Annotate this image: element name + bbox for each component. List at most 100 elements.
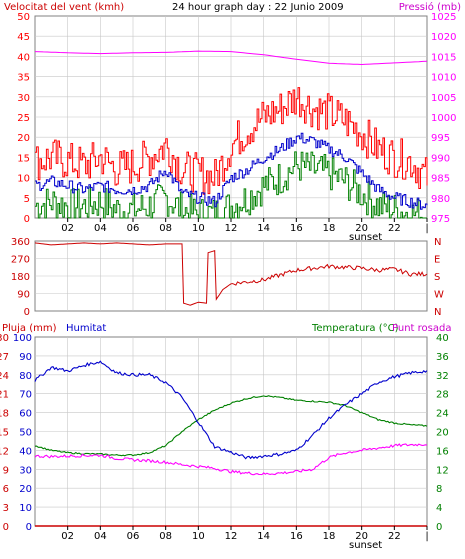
y-tick-label: 60 [19, 409, 32, 420]
y-tick-label: 36 [436, 352, 449, 363]
humidity-panel: 036912151821242730 010203040506070809010… [0, 333, 449, 542]
x-tick-label: 22 [388, 531, 401, 542]
y-tick-label: 975 [431, 214, 450, 225]
y-tick-label: 9 [3, 465, 9, 476]
y-tick-label: 40 [436, 333, 449, 344]
y-tick-label: 45 [17, 32, 30, 43]
x-tick-label: | [425, 223, 428, 234]
wind-axis-title: Velocitat del vent (kmh) [4, 2, 124, 13]
y-tick-label: 15 [0, 428, 9, 439]
y-tick-label: 990 [431, 153, 450, 164]
x-tick-label: 06 [127, 223, 140, 234]
x-tick-label: 12 [225, 223, 238, 234]
y-tick-label: S [434, 272, 440, 283]
y-tick-label: 360 [11, 237, 30, 248]
y-tick-label: 1010 [431, 73, 456, 84]
x-tick-label: 10 [192, 531, 205, 542]
x-tick-label: 16 [290, 223, 303, 234]
rain-axis: 0 3 6 9 12 15 18 21 24 27 30 [0, 333, 9, 533]
sunset-label-bottom: sunset [349, 540, 382, 551]
y-tick-label: 0 [24, 307, 30, 318]
y-tick-label: 10 [17, 174, 30, 185]
y-tick-label: 0 [436, 522, 442, 533]
y-tick-label: 20 [19, 484, 32, 495]
y-tick-label: 1015 [431, 52, 456, 63]
x-tick-label: | [425, 531, 428, 542]
y-tick-label: 180 [11, 272, 30, 283]
y-tick-label: 3 [3, 503, 9, 514]
y-tick-label: 30 [0, 333, 9, 344]
graph-title: 24 hour graph day : 22 Junio 2009 [172, 2, 344, 13]
y-tick-label: 24 [436, 409, 449, 420]
x-tick-label: 20 [355, 223, 368, 234]
y-tick-label: 20 [436, 428, 449, 439]
y-tick-label: 6 [3, 484, 9, 495]
y-tick-label: 0 [3, 522, 9, 533]
y-tick-label: 16 [436, 446, 449, 457]
x-tick-label: 14 [257, 223, 270, 234]
x-tick-label: 18 [323, 223, 336, 234]
temperature-axis-title: Temperatura (°C) [311, 323, 399, 334]
y-tick-label: 20 [17, 133, 30, 144]
x-tick-label: 16 [290, 531, 303, 542]
x-tick-label: 02 [61, 223, 74, 234]
x-tick-label: 20 [355, 531, 368, 542]
direction-lines [34, 242, 428, 306]
y-tick-label: 10 [19, 503, 32, 514]
y-tick-label: 24 [0, 371, 9, 382]
x-tick-label: 04 [94, 223, 107, 234]
wind-gust-line [35, 87, 428, 195]
y-tick-label: 27 [0, 352, 9, 363]
x-tick-label: 06 [127, 531, 140, 542]
y-tick-label: E [434, 255, 440, 266]
y-tick-label: 70 [19, 390, 32, 401]
temperature-line [34, 395, 428, 457]
x-tick-label: 18 [323, 531, 336, 542]
y-tick-label: 995 [431, 133, 450, 144]
y-tick-label: 21 [0, 390, 9, 401]
y-tick-label: 4 [436, 503, 442, 514]
y-tick-label: 100 [13, 333, 32, 344]
direction-grid [35, 241, 427, 311]
humidity-line [34, 360, 428, 460]
y-tick-label: 270 [11, 255, 30, 266]
y-tick-label: N [434, 307, 441, 318]
y-tick-label: 1025 [431, 12, 456, 23]
y-tick-label: 32 [436, 371, 449, 382]
y-tick-label: 28 [436, 390, 449, 401]
x-tick-label: 08 [159, 223, 172, 234]
y-tick-label: 1000 [431, 113, 456, 124]
x-tick-label: 02 [61, 531, 74, 542]
wind-axis: 0 5 10 15 20 25 30 35 40 45 50 [17, 12, 30, 225]
x-tick-label: 08 [159, 531, 172, 542]
y-tick-label: 5 [24, 194, 30, 205]
wind-direction-line [34, 242, 428, 306]
humidity-axis: 0 10 20 30 40 50 60 70 80 90 100 [13, 333, 32, 533]
wind-lines [34, 50, 428, 219]
pressure-axis: 975 980 985 990 995 1000 1005 1010 1015 1020 1025 [431, 12, 456, 225]
y-tick-label: 25 [17, 113, 30, 124]
x-tick-label: 10 [192, 223, 205, 234]
wind-x-axis: 02 04 06 08 10 12 14 16 18 20 22 | [61, 218, 429, 234]
x-tick-label: 12 [225, 531, 238, 542]
y-tick-label: 8 [436, 484, 442, 495]
y-tick-label: 0 [24, 214, 30, 225]
y-tick-label: 985 [431, 174, 450, 185]
y-tick-label: 1020 [431, 32, 456, 43]
y-tick-label: 50 [19, 428, 32, 439]
y-tick-label: 980 [431, 194, 450, 205]
y-tick-label: 50 [17, 12, 30, 23]
wind-avg-line [35, 132, 428, 210]
y-tick-label: W [434, 290, 444, 301]
y-tick-label: 40 [17, 52, 30, 63]
x-tick-label: 22 [388, 223, 401, 234]
x-tick-label: 04 [94, 531, 107, 542]
y-tick-label: 90 [19, 352, 32, 363]
y-tick-label: 0 [26, 522, 32, 533]
y-tick-label: 18 [0, 409, 9, 420]
